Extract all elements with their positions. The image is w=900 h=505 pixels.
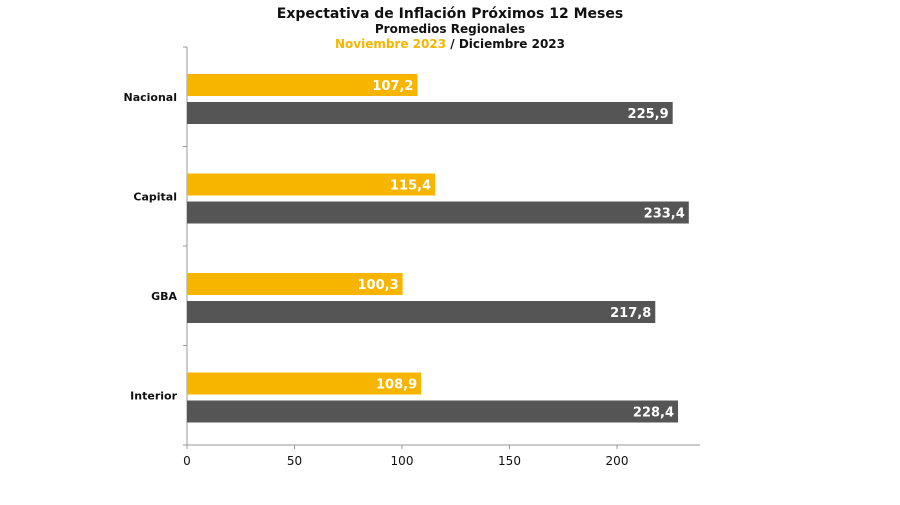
bar-diciembre [187,301,656,323]
x-tick-label: 200 [606,454,629,468]
x-tick-label: 100 [391,454,414,468]
data-label: 233,4 [644,207,685,222]
data-label: 217,8 [610,306,651,321]
x-tick-label: 0 [183,454,191,468]
bar-diciembre [187,400,679,423]
chart-legend: Noviembre 2023 / Diciembre 2023 [0,37,900,52]
bar-noviembre [187,173,436,196]
data-label: 225,9 [628,107,669,122]
chart-subtitle: Promedios Regionales [374,22,526,36]
bar-diciembre [187,201,689,224]
data-label: 100,3 [358,278,399,293]
chart-header: Expectativa de Inflación Próximos 12 Mes… [0,6,900,52]
legend-series-noviembre: Noviembre 2023 [334,37,447,51]
legend-separator: / [446,37,459,51]
bar-noviembre [187,273,403,295]
category-label: GBA [151,290,177,303]
chart-title: Expectativa de Inflación Próximos 12 Mes… [276,6,624,22]
legend-series-diciembre: Diciembre 2023 [458,37,565,51]
x-tick-label: 150 [498,454,521,468]
category-label: Capital [133,190,177,203]
data-label: 107,2 [372,79,413,94]
bar-noviembre [187,372,422,395]
bar-noviembre [187,74,418,96]
data-label: 228,4 [633,406,674,421]
data-label: 115,4 [390,179,431,194]
x-tick-label: 50 [287,454,302,468]
data-label: 108,9 [376,378,417,393]
bar-diciembre [187,102,673,124]
category-label: Interior [130,389,177,402]
category-label: Nacional [123,91,177,104]
